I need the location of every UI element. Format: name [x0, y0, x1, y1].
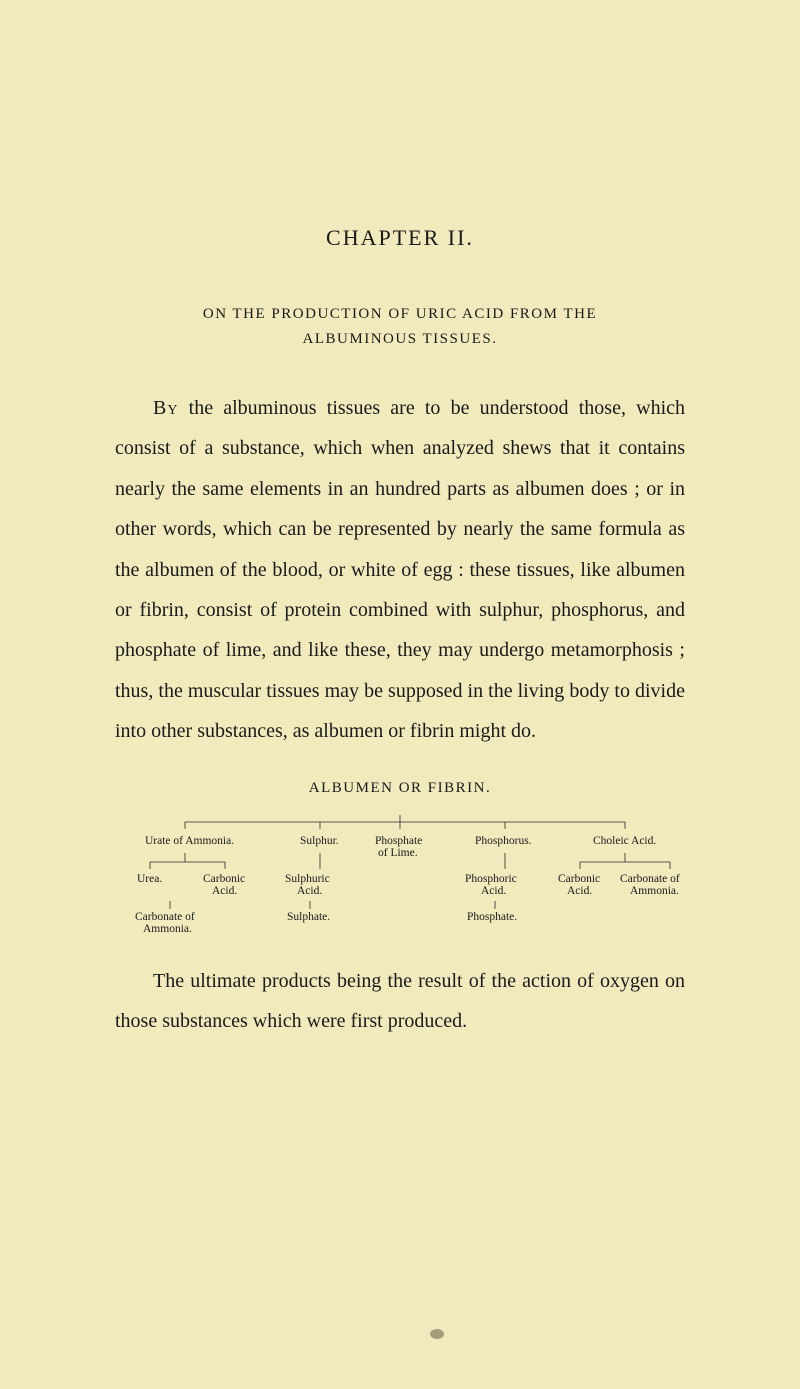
node-phosphorus: Phosphorus.	[475, 835, 532, 848]
node-sulphur: Sulphur.	[300, 835, 339, 848]
node-urea: Urea.	[137, 873, 162, 886]
chapter-title: CHAPTER II.	[115, 225, 685, 251]
tree-connectors	[115, 807, 685, 937]
node-sulphate: Sulphate.	[287, 911, 330, 924]
body-rest: the albuminous tissues are to be underst…	[115, 397, 685, 742]
node-choleic: Choleic Acid.	[593, 835, 656, 848]
node-acid-3: Acid.	[481, 885, 506, 898]
node-of-lime: of Lime.	[378, 847, 418, 860]
decomposition-tree: Urate of Ammonia. Sulphur. Phosphate of …	[115, 807, 685, 937]
page-smudge	[430, 1329, 444, 1339]
node-ammonia-2: Ammonia.	[630, 885, 679, 898]
body-paragraph: By the albuminous tissues are to be unde…	[115, 388, 685, 752]
node-phosphate-2: Phosphate.	[467, 911, 517, 924]
table-title: ALBUMEN OR FIBRIN.	[115, 780, 685, 797]
node-urate: Urate of Ammonia.	[145, 835, 234, 848]
page: CHAPTER II. ON THE PRODUCTION OF URIC AC…	[0, 0, 800, 1389]
final-text: The ultimate products being the result o…	[115, 970, 685, 1032]
subtitle-line-2: ALBUMINOUS TISSUES.	[115, 331, 685, 348]
node-acid-4: Acid.	[567, 885, 592, 898]
first-word: By	[153, 397, 178, 419]
node-ammonia-3: Ammonia.	[143, 923, 192, 936]
node-acid-1: Acid.	[212, 885, 237, 898]
subtitle-line-1: ON THE PRODUCTION OF URIC ACID FROM THE	[115, 306, 685, 323]
node-acid-2: Acid.	[297, 885, 322, 898]
final-paragraph: The ultimate products being the result o…	[115, 961, 685, 1042]
